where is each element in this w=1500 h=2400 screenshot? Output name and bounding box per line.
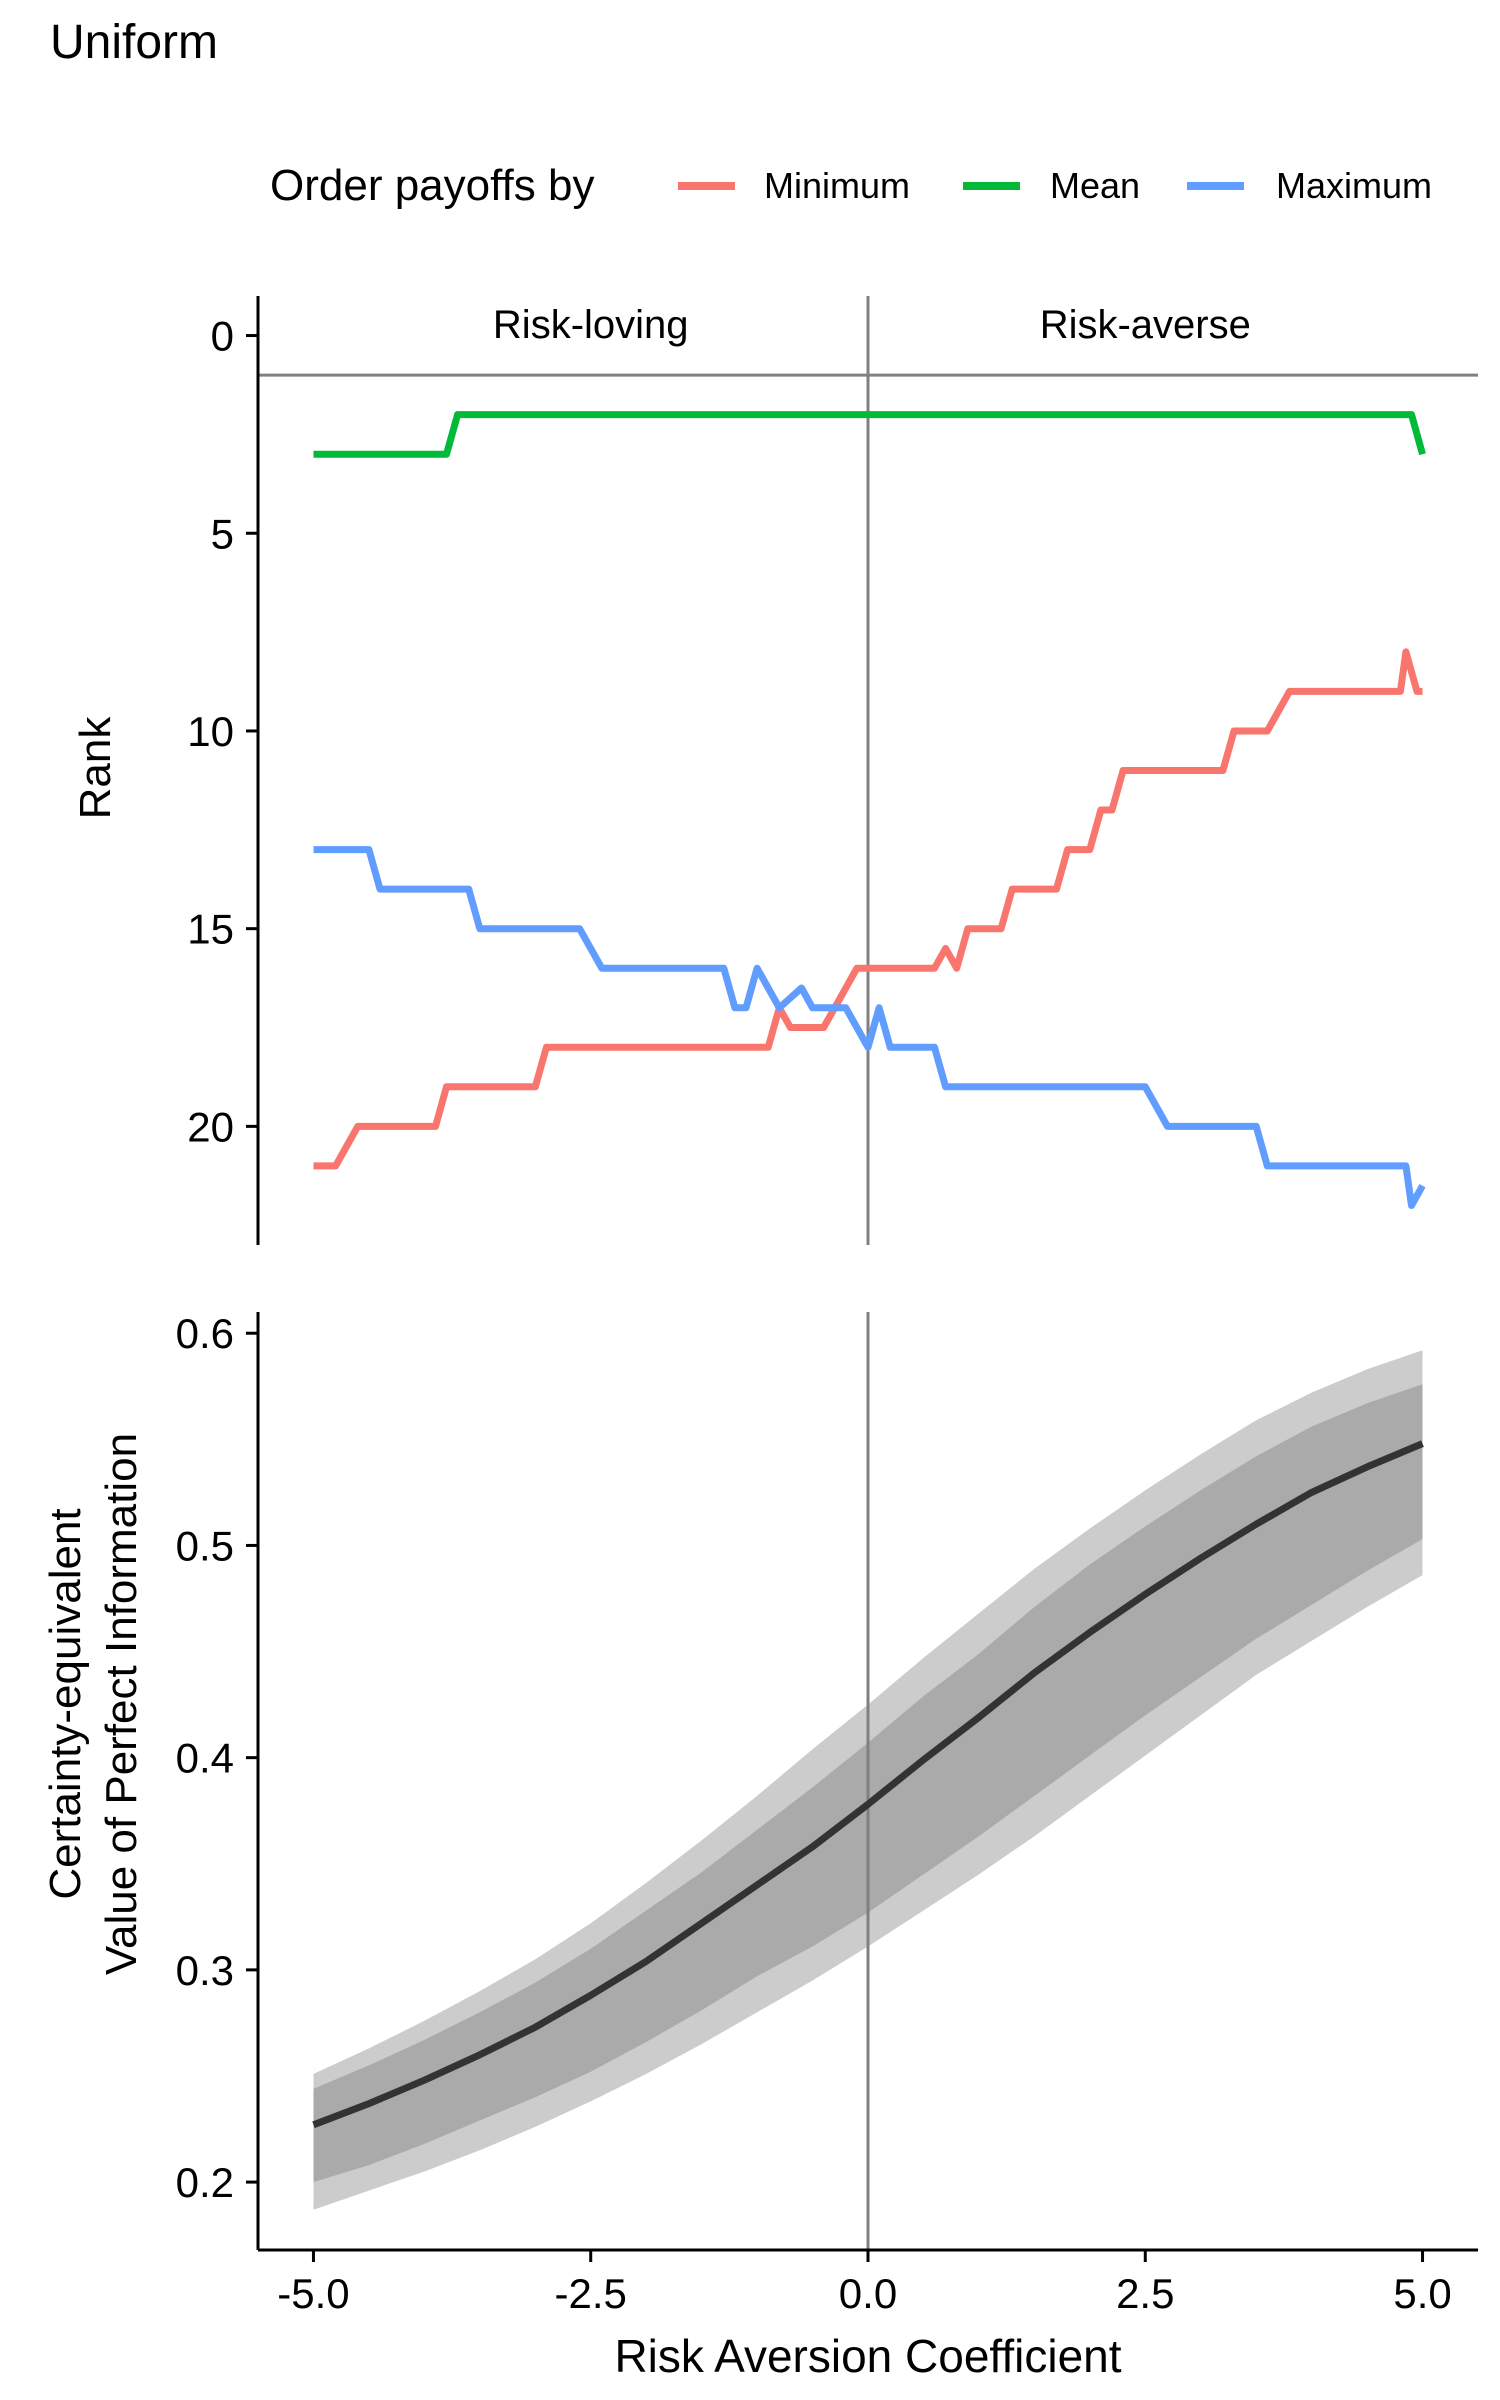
rank-y-tick-label: 20 [187, 1103, 234, 1150]
x-tick-label: -2.5 [555, 2270, 627, 2317]
rank-series-lines [313, 411, 1426, 1209]
rank-y-tick-label: 0 [211, 313, 234, 360]
legend-label-maximum: Maximum [1276, 165, 1432, 206]
series-line-minimum [313, 648, 1423, 1170]
series-line-maximum [313, 846, 1426, 1209]
value-y-axis-label-line1: Certainty-equivalent [41, 1508, 90, 1899]
rank-y-tick-label: 15 [187, 906, 234, 953]
value-axes: 0.2 0.3 0.4 0.5 0.6 -5.0 -2.5 0.0 2.5 5.0 [176, 1310, 1478, 2317]
chart-title: Uniform [50, 16, 218, 69]
legend: Order payoffs by Minimum Mean Maximum [270, 161, 1432, 210]
x-tick-label: 0.0 [839, 2270, 897, 2317]
rank-reference-lines [258, 296, 1478, 1245]
x-axis-label: Risk Aversion Coefficient [614, 2330, 1121, 2382]
region-label-risk-loving: Risk-loving [493, 303, 689, 347]
region-label-risk-averse: Risk-averse [1040, 303, 1251, 347]
x-tick-label: -5.0 [277, 2270, 349, 2317]
value-y-tick-label: 0.6 [176, 1310, 234, 1357]
rank-y-tick-label: 10 [187, 708, 234, 755]
legend-title: Order payoffs by [270, 161, 594, 210]
x-tick-label: 5.0 [1393, 2270, 1451, 2317]
rank-y-axis-label: Rank [71, 716, 120, 820]
value-y-tick-label: 0.5 [176, 1522, 234, 1569]
value-y-axis-label-line2: Value of Perfect Information [97, 1433, 146, 1975]
legend-label-mean: Mean [1050, 165, 1140, 206]
value-y-tick-label: 0.2 [176, 2159, 234, 2206]
rank-y-tick-label: 5 [211, 510, 234, 557]
x-tick-label: 2.5 [1116, 2270, 1174, 2317]
value-panel: 0.2 0.3 0.4 0.5 0.6 -5.0 -2.5 0.0 2.5 5.0 Certain… [41, 1310, 1478, 2317]
value-y-axis-label: Certainty-equivalent Value of Perfect In… [41, 1433, 146, 1975]
legend-label-minimum: Minimum [764, 165, 910, 206]
value-y-tick-label: 0.3 [176, 1947, 234, 1994]
value-y-tick-label: 0.4 [176, 1735, 234, 1782]
rank-axes: 0 5 10 15 20 [187, 296, 260, 1245]
mean-value-line [312, 1440, 1424, 2129]
rank-panel: 0 5 10 15 20 Risk-loving Risk-averse Rank [71, 296, 1478, 1245]
value-mean-line [312, 1440, 1424, 2129]
series-line-mean [313, 411, 1426, 458]
